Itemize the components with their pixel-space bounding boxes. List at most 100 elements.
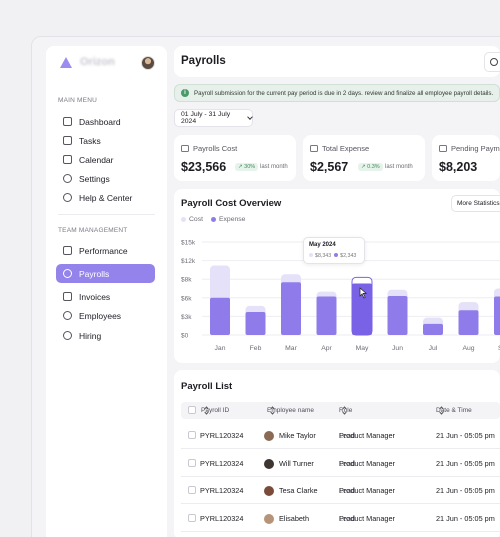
table-row[interactable]: PYRL120324 Elisabeth Lead Product Manager 2… xyxy=(181,505,500,532)
stat-label: Pending Payme xyxy=(439,144,500,153)
x-tick-label: Sep xyxy=(498,345,500,352)
stat-card-payrolls-cost: Payrolls Cost $23,566 ↗ 30% last month xyxy=(174,135,296,181)
role-prefix: Lead xyxy=(339,458,356,468)
date-range-select[interactable]: 01 July - 31 July 2024 xyxy=(174,109,253,127)
divider xyxy=(58,214,155,215)
row-checkbox[interactable] xyxy=(188,431,196,439)
sidebar-item-hiring[interactable]: Hiring xyxy=(56,326,155,345)
bar-expense-apr[interactable] xyxy=(316,296,337,335)
section-team-management: TEAM MANAGEMENT xyxy=(58,227,128,234)
brand-logo[interactable]: Orizon xyxy=(60,56,115,68)
sidebar-item-settings[interactable]: Settings xyxy=(56,169,155,188)
row-date: 21 Jun - 05:05 pm xyxy=(436,431,495,440)
page-title: Payrolls xyxy=(181,55,226,67)
chart-tooltip: May 2024 $8,343 $2,343 xyxy=(303,237,365,264)
bar-expense-jan[interactable] xyxy=(210,297,230,335)
trend-badge: ↗ 0.3% xyxy=(358,163,383,171)
search-icon[interactable] xyxy=(484,52,500,72)
stat-value: $23,566 xyxy=(181,160,227,174)
sidebar-item-payrolls[interactable]: Payrolls xyxy=(56,264,155,283)
col-role[interactable]: Role xyxy=(339,407,352,414)
alert-text: Payroll submission for the current pay p… xyxy=(194,89,494,97)
col-date-time[interactable]: Date & Time xyxy=(436,407,472,414)
sort-icon xyxy=(439,407,445,414)
page-header: Payrolls xyxy=(174,46,500,77)
stat-label: Payrolls Cost xyxy=(181,144,237,153)
receipt-icon xyxy=(310,145,318,152)
x-tick-label: Mar xyxy=(285,345,297,352)
col-employee-name[interactable]: Employee name xyxy=(267,407,314,414)
role-prefix: Lead xyxy=(339,486,356,495)
checklist-icon xyxy=(63,136,72,145)
avatar[interactable] xyxy=(141,56,155,70)
stat-sub: last month xyxy=(260,164,288,170)
table-row[interactable]: PYRL120324 Will Turner Lead Product Manage… xyxy=(181,450,500,477)
bar-expense-may[interactable] xyxy=(352,283,372,335)
sidebar: Orizon MAIN MENU Dashboard Tasks Calenda… xyxy=(46,46,167,537)
tooltip-title: May 2024 xyxy=(309,242,336,248)
sidebar-item-label: Tasks xyxy=(79,135,101,146)
row-checkbox[interactable] xyxy=(188,458,196,467)
alert-banner: i Payroll submission for the current pay… xyxy=(174,84,500,102)
tooltip-expense: $2,343 xyxy=(340,253,357,259)
users-icon xyxy=(63,311,72,320)
row-checkbox[interactable] xyxy=(188,486,196,494)
tooltip-values: $8,343 $2,343 xyxy=(309,253,356,259)
sidebar-item-label: Invoices xyxy=(79,291,111,302)
stat-value: $2,567 xyxy=(310,160,349,174)
col-label: Date & Time xyxy=(436,407,472,414)
grid-icon xyxy=(63,117,72,126)
legend-expense: Expense xyxy=(210,216,245,223)
legend-cost: Cost xyxy=(181,216,203,223)
calendar-icon xyxy=(63,155,72,164)
chart-icon xyxy=(63,246,72,255)
sidebar-item-label: Performance xyxy=(79,245,128,256)
table-row[interactable]: PYRL120324 Tesa Clarke Lead Product Manage… xyxy=(181,477,500,504)
x-tick-label: Aug xyxy=(462,345,474,352)
x-tick-label: Jun xyxy=(392,345,403,352)
more-statistics-button[interactable]: More Statistics xyxy=(451,195,500,212)
y-tick-label: $3k xyxy=(181,314,192,321)
payroll-cost-chart: Payroll Cost Overview More Statistics Co… xyxy=(174,189,500,363)
y-tick-label: $6k xyxy=(181,295,192,302)
bar-expense-sep[interactable] xyxy=(494,296,500,335)
bar-expense-aug[interactable] xyxy=(458,310,479,335)
y-tick-label: $0 xyxy=(181,333,189,340)
select-all-checkbox[interactable] xyxy=(188,406,196,414)
table-row[interactable]: PYRL120324 Mike Taylor Lead Product Manage… xyxy=(181,422,500,449)
table-header: Payroll ID Employee name Role Date & Tim… xyxy=(181,402,500,419)
sidebar-item-invoices[interactable]: Invoices xyxy=(56,287,155,306)
sidebar-item-calendar[interactable]: Calendar xyxy=(56,150,155,169)
sidebar-item-employees[interactable]: Employees xyxy=(56,306,155,325)
avatar xyxy=(264,431,274,441)
date-range-label: 01 July - 31 July 2024 xyxy=(181,111,231,125)
row-checkbox[interactable] xyxy=(188,513,196,522)
x-tick-label: Jan xyxy=(215,345,226,352)
help-icon xyxy=(63,193,72,202)
sidebar-item-performance[interactable]: Performance xyxy=(56,241,155,260)
logo-icon xyxy=(60,56,72,68)
sort-icon xyxy=(342,407,348,414)
bar-expense-jun[interactable] xyxy=(387,295,408,335)
col-payroll-id[interactable]: Payroll ID xyxy=(201,407,229,414)
x-tick-label: May xyxy=(356,345,369,352)
gear-icon xyxy=(63,174,72,183)
info-icon: i xyxy=(181,89,189,97)
bar-expense-jul[interactable] xyxy=(423,323,443,335)
x-tick-label: Feb xyxy=(250,345,262,352)
sidebar-item-help[interactable]: Help & Center xyxy=(56,188,155,207)
sidebar-item-tasks[interactable]: Tasks xyxy=(56,131,155,150)
sort-icon xyxy=(270,407,276,414)
col-label: Employee name xyxy=(267,407,314,414)
sidebar-item-dashboard[interactable]: Dashboard xyxy=(56,112,155,131)
invoice-icon xyxy=(63,292,72,301)
payroll-id: PYRL120324 xyxy=(200,431,244,440)
payroll-id: PYRL120324 xyxy=(200,513,244,523)
payroll-list: Payroll List Payroll ID Employee name Ro… xyxy=(174,370,500,537)
y-tick-label: $8k xyxy=(181,277,192,284)
x-tick-label: Apr xyxy=(321,345,332,352)
bar-expense-mar[interactable] xyxy=(281,282,301,335)
col-label: Payroll ID xyxy=(201,407,230,414)
bar-expense-feb[interactable] xyxy=(245,312,266,335)
sort-icon xyxy=(204,407,210,414)
